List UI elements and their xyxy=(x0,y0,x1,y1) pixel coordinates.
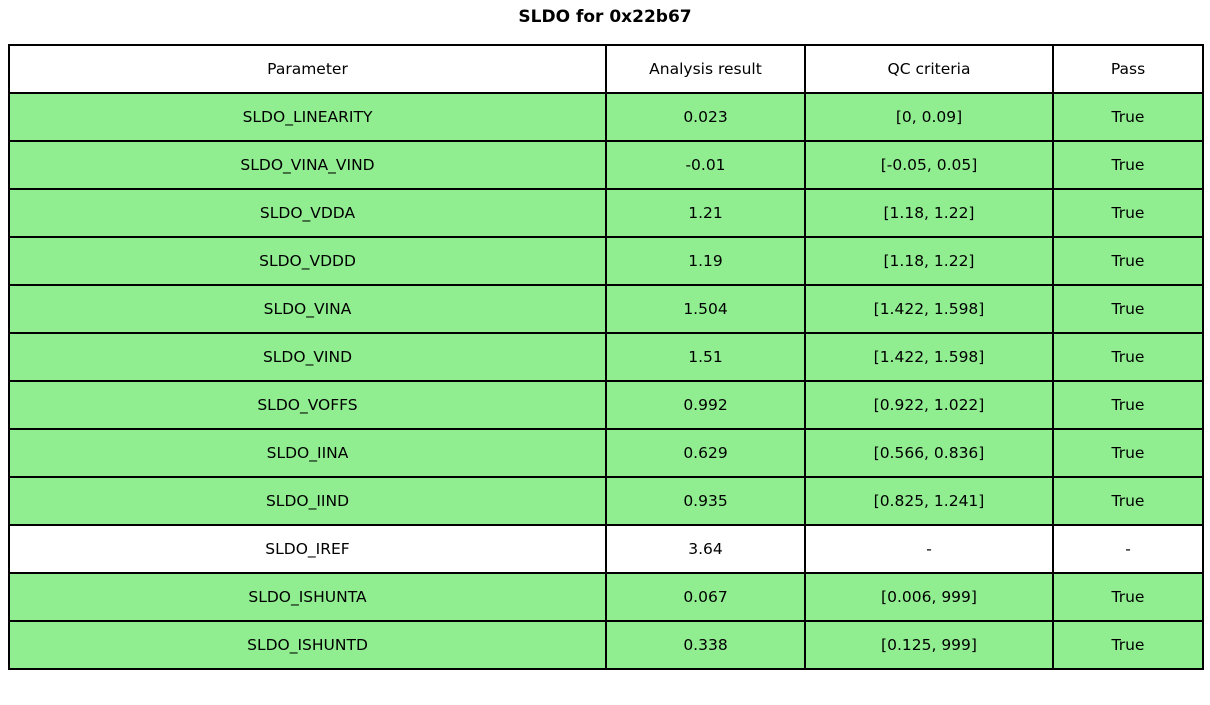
cell-analysis-result: 0.992 xyxy=(605,380,806,430)
cell-analysis-result: 3.64 xyxy=(605,524,806,574)
cell-parameter: SLDO_IREF xyxy=(8,524,607,574)
column-header-pass: Pass xyxy=(1052,44,1204,94)
cell-analysis-result: 1.21 xyxy=(605,188,806,238)
table-row: SLDO_IIND 0.935 [0.825, 1.241] True xyxy=(8,476,1204,526)
cell-qc-criteria: [0.825, 1.241] xyxy=(804,476,1054,526)
column-header-qc-criteria: QC criteria xyxy=(804,44,1054,94)
cell-analysis-result: 0.338 xyxy=(605,620,806,670)
cell-pass: True xyxy=(1052,428,1204,478)
cell-analysis-result: 0.935 xyxy=(605,476,806,526)
cell-pass: True xyxy=(1052,92,1204,142)
table-row: SLDO_ISHUNTA 0.067 [0.006, 999] True xyxy=(8,572,1204,622)
cell-qc-criteria: [0.922, 1.022] xyxy=(804,380,1054,430)
cell-parameter: SLDO_IIND xyxy=(8,476,607,526)
cell-analysis-result: 1.504 xyxy=(605,284,806,334)
cell-parameter: SLDO_LINEARITY xyxy=(8,92,607,142)
cell-analysis-result: -0.01 xyxy=(605,140,806,190)
cell-pass: True xyxy=(1052,620,1204,670)
column-header-parameter: Parameter xyxy=(8,44,607,94)
cell-analysis-result: 1.51 xyxy=(605,332,806,382)
cell-qc-criteria: - xyxy=(804,524,1054,574)
cell-parameter: SLDO_ISHUNTD xyxy=(8,620,607,670)
cell-qc-criteria: [1.422, 1.598] xyxy=(804,332,1054,382)
cell-qc-criteria: [-0.05, 0.05] xyxy=(804,140,1054,190)
cell-parameter: SLDO_VDDA xyxy=(8,188,607,238)
table-row: SLDO_VINA 1.504 [1.422, 1.598] True xyxy=(8,284,1204,334)
header-row: Parameter Analysis result QC criteria Pa… xyxy=(8,44,1204,94)
table-header: Parameter Analysis result QC criteria Pa… xyxy=(8,44,1204,94)
cell-parameter: SLDO_ISHUNTA xyxy=(8,572,607,622)
table-row: SLDO_IINA 0.629 [0.566, 0.836] True xyxy=(8,428,1204,478)
cell-pass: True xyxy=(1052,284,1204,334)
qc-results-table: Parameter Analysis result QC criteria Pa… xyxy=(8,44,1204,670)
cell-analysis-result: 0.023 xyxy=(605,92,806,142)
page-title: SLDO for 0x22b67 xyxy=(518,7,692,27)
cell-pass: True xyxy=(1052,572,1204,622)
cell-qc-criteria: [1.18, 1.22] xyxy=(804,188,1054,238)
cell-parameter: SLDO_VDDD xyxy=(8,236,607,286)
cell-analysis-result: 0.067 xyxy=(605,572,806,622)
table-row: SLDO_VDDD 1.19 [1.18, 1.22] True xyxy=(8,236,1204,286)
table-row: SLDO_VOFFS 0.992 [0.922, 1.022] True xyxy=(8,380,1204,430)
cell-parameter: SLDO_IINA xyxy=(8,428,607,478)
cell-pass: - xyxy=(1052,524,1204,574)
table-row: SLDO_VDDA 1.21 [1.18, 1.22] True xyxy=(8,188,1204,238)
cell-qc-criteria: [0.006, 999] xyxy=(804,572,1054,622)
cell-pass: True xyxy=(1052,332,1204,382)
table-row: SLDO_VINA_VIND -0.01 [-0.05, 0.05] True xyxy=(8,140,1204,190)
table-row: SLDO_VIND 1.51 [1.422, 1.598] True xyxy=(8,332,1204,382)
table-row: SLDO_ISHUNTD 0.338 [0.125, 999] True xyxy=(8,620,1204,670)
cell-qc-criteria: [1.18, 1.22] xyxy=(804,236,1054,286)
table-body: SLDO_LINEARITY 0.023 [0, 0.09] True SLDO_VIN… xyxy=(8,92,1204,670)
cell-analysis-result: 1.19 xyxy=(605,236,806,286)
cell-pass: True xyxy=(1052,236,1204,286)
cell-pass: True xyxy=(1052,188,1204,238)
cell-qc-criteria: [0, 0.09] xyxy=(804,92,1054,142)
cell-qc-criteria: [1.422, 1.598] xyxy=(804,284,1054,334)
cell-parameter: SLDO_VOFFS xyxy=(8,380,607,430)
cell-pass: True xyxy=(1052,476,1204,526)
cell-parameter: SLDO_VINA_VIND xyxy=(8,140,607,190)
column-header-analysis-result: Analysis result xyxy=(605,44,806,94)
table-row: SLDO_LINEARITY 0.023 [0, 0.09] True xyxy=(8,92,1204,142)
cell-pass: True xyxy=(1052,140,1204,190)
cell-parameter: SLDO_VIND xyxy=(8,332,607,382)
cell-qc-criteria: [0.566, 0.836] xyxy=(804,428,1054,478)
cell-analysis-result: 0.629 xyxy=(605,428,806,478)
cell-pass: True xyxy=(1052,380,1204,430)
cell-qc-criteria: [0.125, 999] xyxy=(804,620,1054,670)
cell-parameter: SLDO_VINA xyxy=(8,284,607,334)
table-row: SLDO_IREF 3.64- - xyxy=(8,524,1204,574)
